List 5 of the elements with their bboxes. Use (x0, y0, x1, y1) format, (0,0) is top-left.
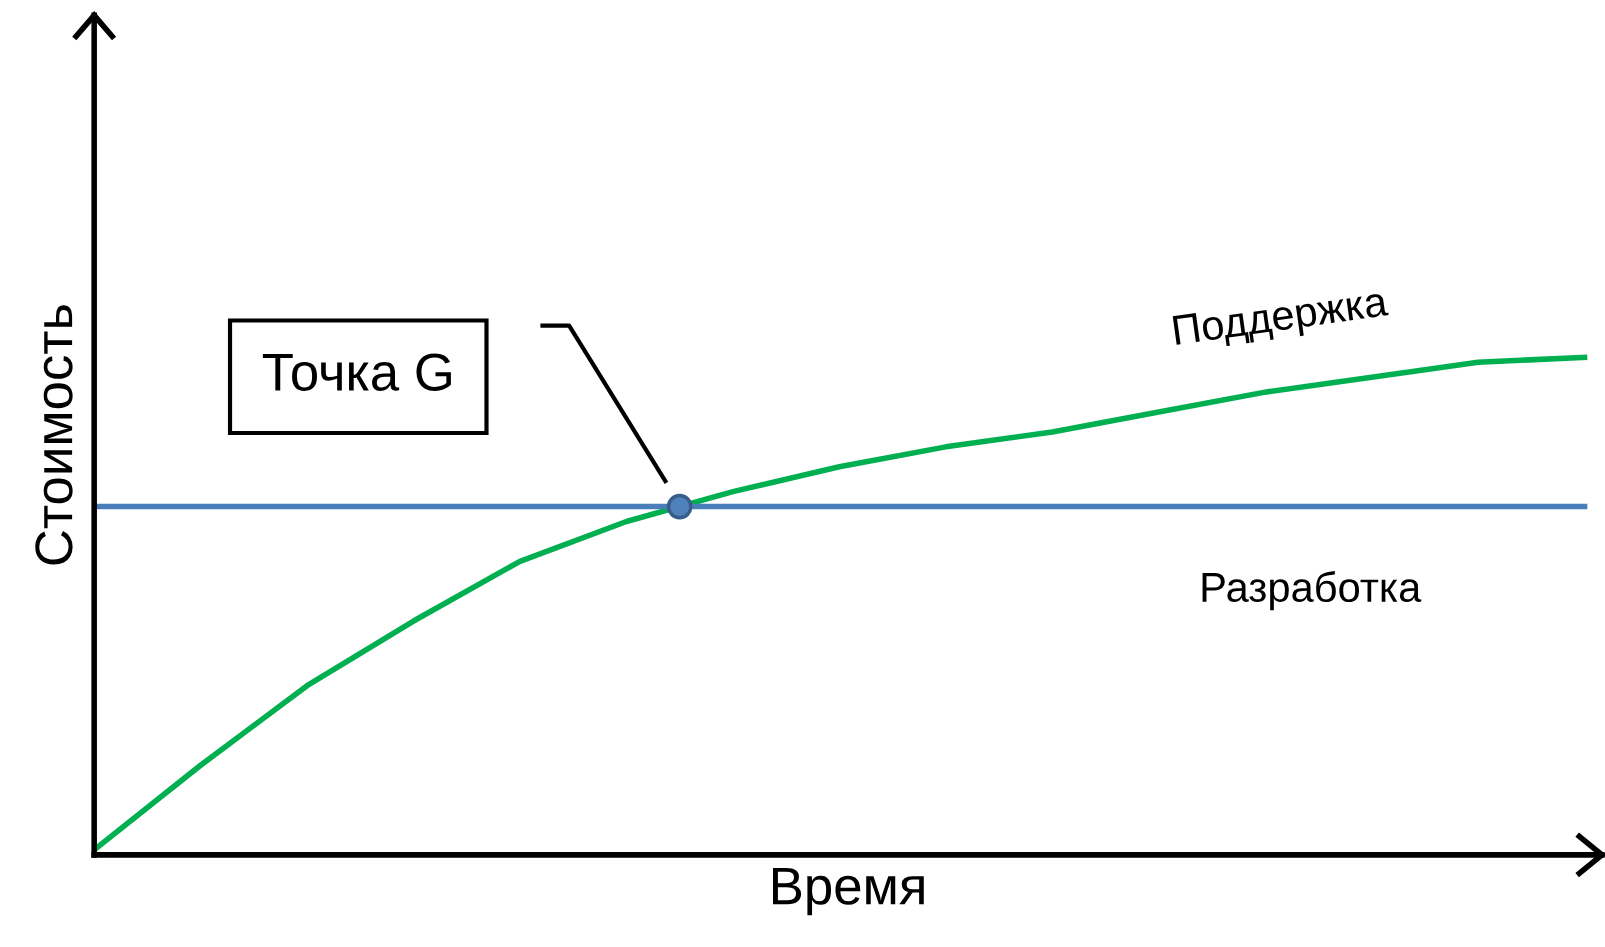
x-axis-title: Время (772, 867, 924, 916)
text: Поддержка (1172, 286, 1390, 354)
annotation: Точка G (262, 353, 451, 391)
series-label: Разработка (1202, 571, 1422, 611)
y-axis-title: Стоимость (35, 305, 73, 565)
